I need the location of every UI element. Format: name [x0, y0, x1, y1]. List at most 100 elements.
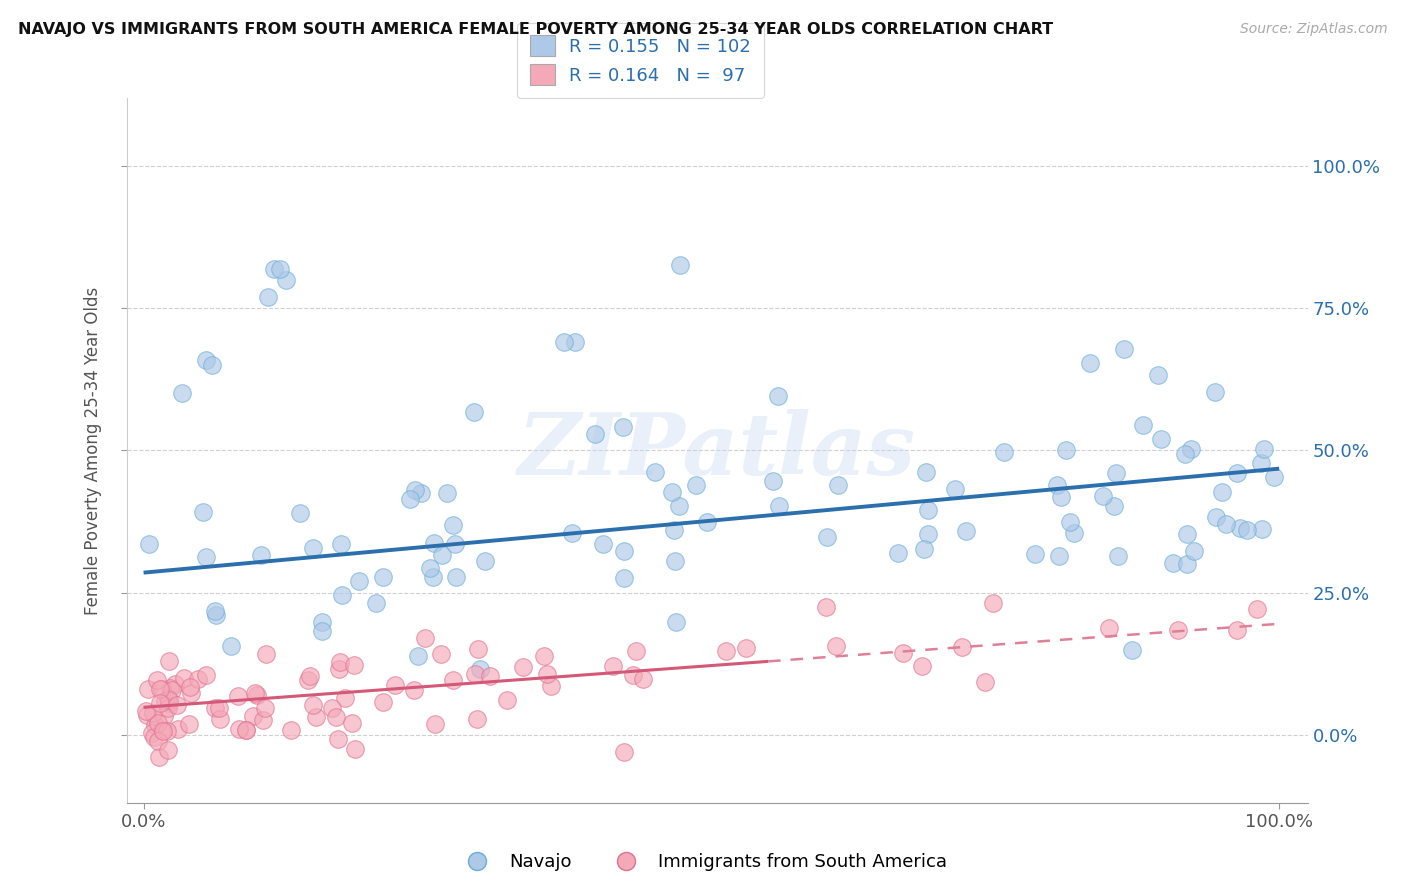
Point: [664, 615, 686, 630]
Point: [135, 708, 157, 723]
Point: [1098, 621, 1121, 635]
Point: [180, 685, 202, 699]
Point: [664, 554, 686, 568]
Point: [955, 524, 977, 538]
Point: [226, 689, 249, 703]
Point: [974, 675, 997, 690]
Point: [201, 358, 224, 372]
Point: [280, 723, 302, 737]
Text: NAVAJO VS IMMIGRANTS FROM SOUTH AMERICA FEMALE POVERTY AMONG 25-34 YEAR OLDS COR: NAVAJO VS IMMIGRANTS FROM SOUTH AMERICA …: [18, 22, 1053, 37]
Point: [263, 261, 285, 276]
Point: [825, 639, 848, 653]
Point: [1063, 526, 1085, 541]
Point: [243, 685, 266, 699]
Point: [136, 682, 159, 697]
Point: [342, 716, 364, 731]
Point: [685, 477, 707, 491]
Point: [157, 655, 180, 669]
Point: [983, 596, 1005, 610]
Point: [157, 696, 180, 710]
Point: [228, 722, 250, 736]
Point: [1182, 543, 1205, 558]
Point: [1114, 342, 1136, 356]
Point: [209, 712, 232, 726]
Point: [195, 668, 218, 682]
Point: [583, 426, 606, 441]
Point: [1205, 510, 1227, 524]
Point: [305, 710, 328, 724]
Point: [302, 541, 325, 555]
Point: [384, 678, 406, 692]
Point: [1229, 521, 1251, 535]
Point: [422, 570, 444, 584]
Point: [179, 717, 201, 731]
Point: [328, 662, 350, 676]
Point: [463, 405, 485, 419]
Point: [891, 646, 914, 660]
Point: [1253, 442, 1275, 457]
Point: [814, 599, 837, 614]
Point: [1211, 485, 1233, 500]
Point: [179, 680, 201, 694]
Point: [716, 643, 738, 657]
Point: [333, 690, 356, 705]
Point: [662, 523, 685, 537]
Point: [321, 700, 343, 714]
Point: [425, 717, 447, 731]
Point: [253, 701, 276, 715]
Point: [156, 701, 179, 715]
Point: [735, 641, 758, 656]
Point: [768, 389, 790, 403]
Point: [235, 723, 257, 738]
Point: [254, 647, 277, 661]
Point: [536, 667, 558, 681]
Point: [250, 548, 273, 562]
Point: [621, 667, 644, 681]
Point: [1175, 526, 1198, 541]
Point: [815, 530, 838, 544]
Point: [135, 705, 157, 719]
Point: [173, 671, 195, 685]
Point: [430, 647, 453, 661]
Point: [1246, 602, 1268, 616]
Point: [344, 742, 367, 756]
Point: [301, 698, 323, 712]
Point: [138, 537, 160, 551]
Point: [404, 483, 426, 498]
Point: [1054, 443, 1077, 458]
Point: [204, 604, 226, 618]
Point: [768, 499, 790, 513]
Point: [540, 680, 562, 694]
Point: [441, 518, 464, 533]
Point: [592, 536, 614, 550]
Point: [1105, 466, 1128, 480]
Point: [146, 715, 169, 730]
Point: [1046, 478, 1069, 492]
Point: [993, 445, 1015, 459]
Point: [252, 713, 274, 727]
Point: [152, 709, 174, 723]
Point: [195, 352, 218, 367]
Point: [1024, 547, 1046, 561]
Point: [246, 688, 269, 702]
Point: [297, 673, 319, 688]
Point: [398, 492, 420, 507]
Point: [1059, 515, 1081, 529]
Point: [444, 537, 467, 551]
Point: [827, 478, 849, 492]
Point: [150, 723, 173, 737]
Point: [1173, 447, 1195, 461]
Point: [661, 485, 683, 500]
Point: [419, 561, 441, 575]
Point: [533, 648, 555, 663]
Point: [423, 535, 446, 549]
Point: [1163, 556, 1185, 570]
Point: [149, 696, 172, 710]
Point: [446, 570, 468, 584]
Point: [172, 386, 194, 401]
Point: [413, 632, 436, 646]
Point: [325, 710, 347, 724]
Point: [644, 465, 666, 479]
Point: [669, 258, 692, 272]
Point: [205, 608, 228, 623]
